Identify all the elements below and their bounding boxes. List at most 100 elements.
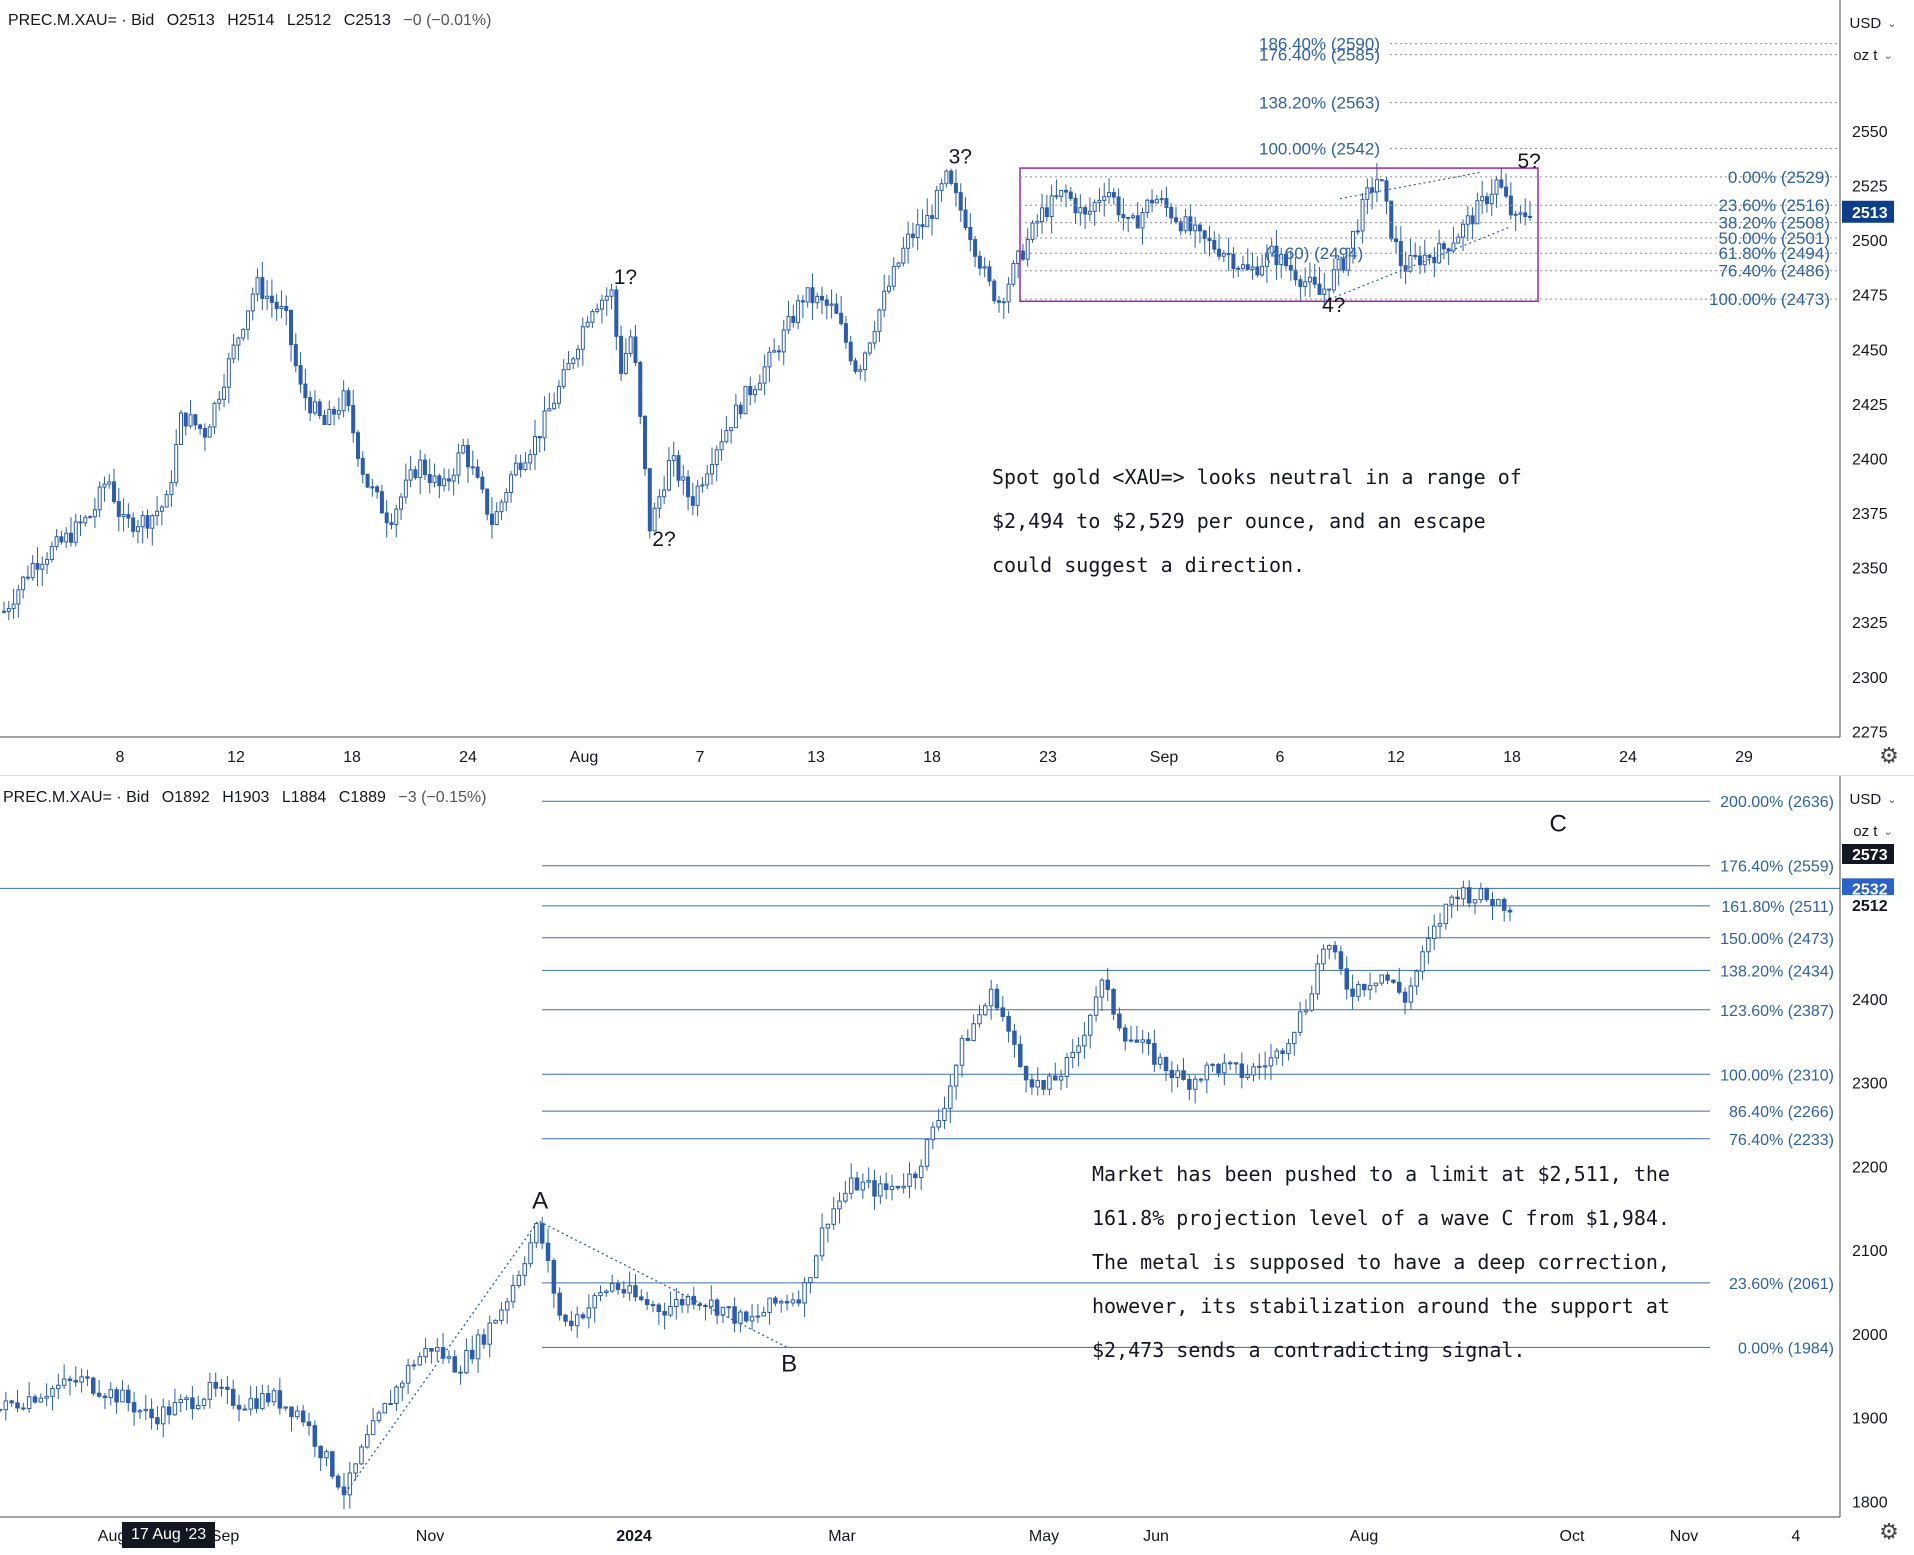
candle-body (545, 1242, 551, 1261)
candle-body (1251, 1066, 1256, 1076)
candle-body (1346, 247, 1351, 271)
candle-body (174, 443, 179, 484)
candle-body (977, 1014, 982, 1025)
candle-body (341, 390, 346, 412)
candle-body (1202, 230, 1207, 239)
candle-body (542, 410, 547, 439)
candle-body (813, 1255, 819, 1279)
candle-body (254, 1398, 259, 1409)
top-settings-gear-icon[interactable]: ⚙ (1879, 743, 1899, 768)
candle-body (143, 1408, 149, 1412)
candle-body (6, 608, 11, 612)
candle-body (522, 1263, 527, 1276)
candle-body (968, 226, 973, 241)
candle-body (592, 1295, 597, 1309)
time-tick-label: Aug (98, 1528, 126, 1545)
last-price-tag (1842, 200, 1894, 223)
candle-body (901, 1185, 906, 1189)
candle-body (1427, 254, 1432, 258)
candle-body (1087, 210, 1092, 215)
top-chart-canvas[interactable]: 2275 2300 2325 2350 2375 2400 2425 2450 2475 2500… (0, 0, 1914, 775)
candle-body (510, 1284, 516, 1303)
candle-body (1356, 983, 1361, 997)
candle-body (403, 479, 408, 498)
price-tick-label: 2325 (1852, 615, 1888, 632)
candle-body (1478, 888, 1484, 901)
candle-body (977, 255, 982, 269)
fib-level-label: 123.60% (2387) (1720, 1003, 1834, 1020)
candle-body (1001, 301, 1006, 304)
candle-body (1140, 1039, 1145, 1043)
fib-level-label: 23.60% (2061) (1729, 1276, 1834, 1293)
candle-body (1107, 192, 1112, 198)
bottom-settings-gear-icon[interactable]: ⚙ (1879, 1519, 1899, 1544)
candle-body (54, 536, 59, 547)
crosshair-date-tag: 17 Aug '23 (122, 1522, 216, 1548)
candle-body (1262, 1065, 1268, 1068)
candle-body (1475, 200, 1480, 225)
inner-fib-label: (4.60) (2494) (1265, 244, 1363, 263)
time-tick-label: 7 (696, 749, 705, 766)
candle-body (586, 1307, 592, 1319)
candle-body (1063, 189, 1068, 193)
candle-body (324, 1451, 329, 1459)
candle-body (556, 385, 561, 404)
candle-body (212, 402, 217, 428)
candle-body (347, 1472, 353, 1496)
candle-body (327, 408, 332, 425)
candle-body (120, 1389, 125, 1403)
candle-body (1097, 199, 1102, 204)
candle-body (150, 515, 155, 529)
candle-body (298, 365, 303, 385)
candle-body (437, 475, 442, 487)
candle-body (776, 350, 781, 353)
candle-body (671, 455, 676, 461)
bottom-chart-canvas[interactable]: 1800 1900 2000 2100 2200 2300 2400 Aug Sep Nov 202… (0, 776, 1914, 1555)
candle-body (399, 496, 404, 510)
candle-body (1274, 245, 1279, 266)
top-currency-select[interactable]: USD ⌄ (1844, 8, 1902, 38)
candle-body (1303, 1009, 1309, 1013)
candle-body (877, 309, 882, 332)
candle-body (633, 1285, 638, 1298)
wave-label: 5? (1518, 150, 1541, 173)
candle-body (370, 1420, 376, 1436)
candle-body (561, 369, 566, 387)
candle-body (219, 1386, 224, 1389)
candle-body (1154, 199, 1159, 204)
top-unit-select[interactable]: oz t ⌄ (1844, 40, 1902, 70)
bottom-currency-select[interactable]: USD ⌄ (1844, 784, 1902, 814)
top-annotation-line-2: $2,494 to $2,529 per ounce, and an escap… (992, 509, 1486, 533)
chart-panel-top[interactable]: 2275 2300 2325 2350 2375 2400 2425 2450 2475 2500… (0, 0, 1914, 775)
chart-panel-bottom[interactable]: 1800 1900 2000 2100 2200 2300 2400 Aug Sep Nov 202… (0, 775, 1914, 1555)
candle-body (1504, 186, 1509, 197)
fib-level-label: 76.40% (2233) (1729, 1132, 1834, 1149)
candle-body (475, 1334, 481, 1360)
bottom-unit-select[interactable]: oz t ⌄ (1844, 816, 1902, 846)
candle-body (408, 469, 413, 481)
candle-body (405, 1364, 411, 1384)
candle-body (796, 300, 801, 323)
candle-body (1164, 198, 1169, 208)
candle-body (1396, 981, 1402, 993)
candle-body (466, 444, 471, 468)
candle-body (1413, 254, 1418, 257)
candle-body (260, 277, 265, 299)
candle-body (1420, 951, 1425, 972)
candle-body (657, 496, 662, 509)
candle-body (207, 1381, 213, 1400)
candle-body (300, 1410, 306, 1423)
candle-body (639, 1296, 644, 1301)
candle-body (843, 323, 848, 343)
candle-body (1157, 1056, 1163, 1065)
bottom-symbol: PREC.M.XAU= · Bid (3, 789, 150, 806)
candle-body (1130, 215, 1135, 218)
bottom-open: O1892 (161, 789, 210, 806)
candle-body (21, 576, 26, 591)
candle-body (1499, 179, 1504, 188)
time-tick-label: Sep (211, 1528, 240, 1545)
candle-body (1312, 276, 1317, 285)
candle-body (1023, 1065, 1029, 1081)
candle-body (96, 1392, 102, 1397)
candle-body (1501, 898, 1507, 911)
